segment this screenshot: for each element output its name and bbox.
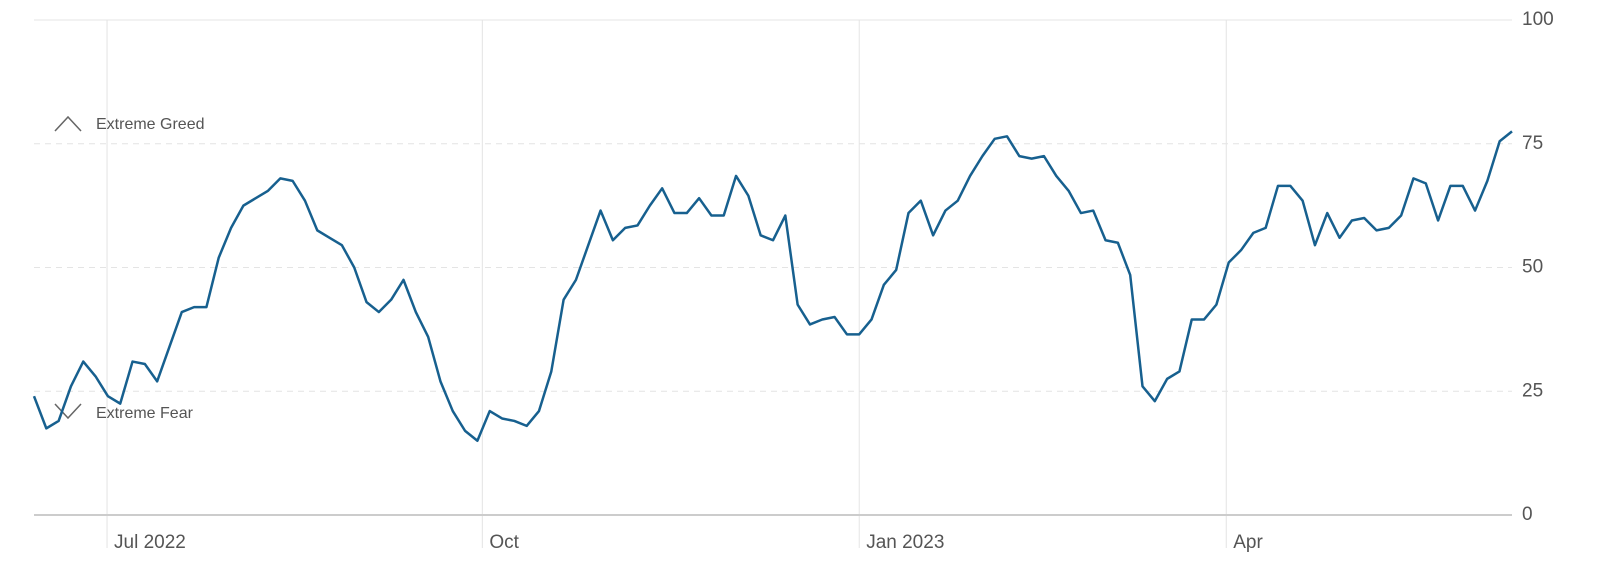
x-tick-label: Apr bbox=[1233, 532, 1263, 553]
annotation: Extreme Fear bbox=[96, 405, 194, 422]
x-tick-label: Oct bbox=[489, 532, 519, 553]
series-line bbox=[32, 130, 1513, 442]
y-tick-label: 100 bbox=[1522, 9, 1554, 30]
y-tick-label: 75 bbox=[1522, 133, 1543, 154]
x-tick-label: Jul 2022 bbox=[114, 532, 186, 553]
y-tick-label: 0 bbox=[1522, 504, 1533, 525]
y-tick-label: 25 bbox=[1522, 380, 1543, 401]
greed-icon bbox=[54, 115, 82, 132]
fear-icon bbox=[54, 403, 82, 420]
annotation: Extreme Greed bbox=[96, 116, 204, 133]
x-tick-label: Jan 2023 bbox=[866, 532, 944, 553]
y-tick-label: 50 bbox=[1522, 257, 1543, 278]
